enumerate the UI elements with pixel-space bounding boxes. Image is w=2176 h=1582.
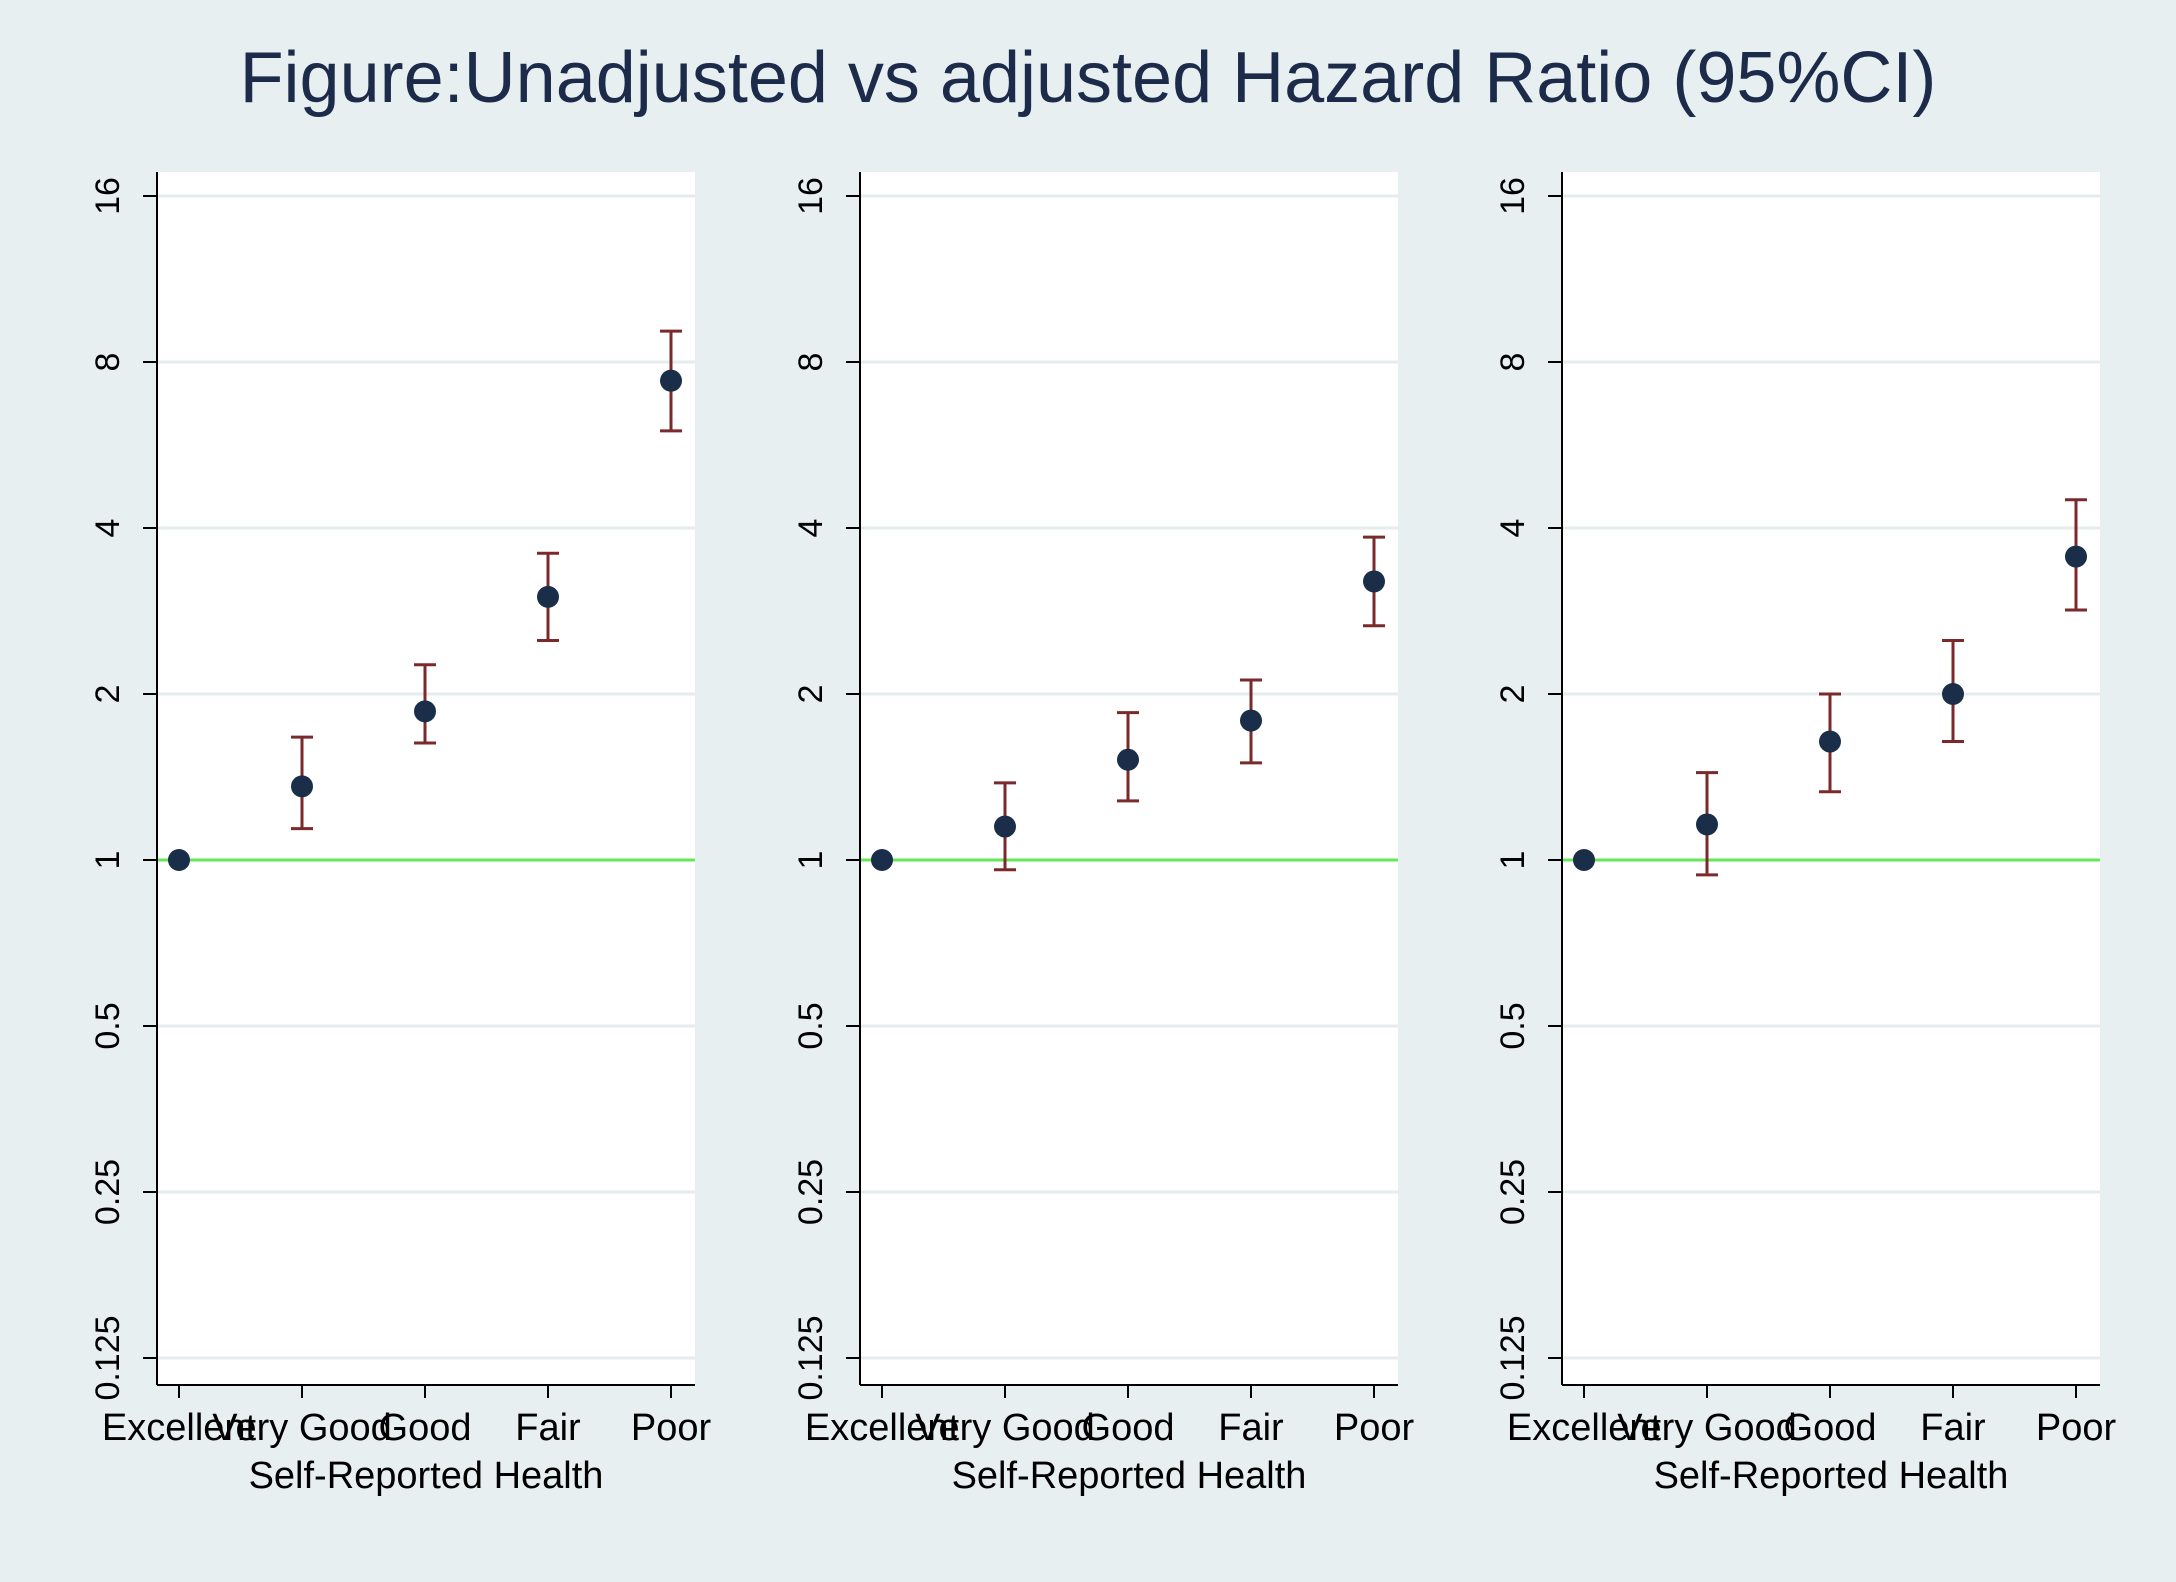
x-tick-label: Excellent: [805, 1407, 960, 1449]
x-tick-label: Very Good: [1617, 1407, 1797, 1449]
y-tick-label: 4: [792, 519, 830, 538]
x-tick-label: Good: [379, 1407, 472, 1449]
data-point: [414, 700, 436, 723]
data-point: [1942, 683, 1964, 705]
data-point: [168, 849, 190, 871]
y-tick-label: 8: [792, 353, 830, 372]
y-tick-label: 8: [89, 353, 127, 372]
x-tick-label: Poor: [2036, 1407, 2117, 1449]
x-axis-title: Self-Reported Health: [952, 1455, 1307, 1497]
y-tick-label: 2: [1494, 685, 1532, 704]
x-tick-label: Poor: [1334, 1407, 1415, 1449]
x-tick-label: Good: [1784, 1407, 1877, 1449]
data-point: [1117, 748, 1139, 771]
x-tick-label: Excellent: [1507, 1407, 1662, 1449]
data-point: [2065, 545, 2087, 568]
data-point: [1819, 730, 1841, 753]
y-tick-label: 2: [792, 685, 830, 704]
x-tick-label: Very Good: [212, 1407, 392, 1449]
x-tick-label: Poor: [631, 1407, 712, 1449]
y-tick-label: 16: [89, 177, 127, 215]
y-tick-label: 4: [1494, 519, 1532, 538]
y-tick-label: 0.5: [89, 1002, 127, 1049]
y-tick-label: 2: [89, 685, 127, 704]
y-tick-label: 8: [1494, 353, 1532, 372]
data-point: [1240, 709, 1262, 732]
data-point: [871, 849, 893, 871]
x-axis-title: Self-Reported Health: [249, 1455, 604, 1497]
y-tick-label: 1: [792, 851, 830, 870]
data-point: [660, 369, 682, 392]
data-point: [537, 585, 559, 608]
y-tick-label: 0.125: [1494, 1315, 1532, 1400]
x-tick-label: Very Good: [915, 1407, 1095, 1449]
y-tick-label: 0.25: [792, 1159, 830, 1225]
plot-area: [157, 172, 695, 1385]
data-point: [291, 775, 313, 798]
x-axis-title: Self-Reported Health: [1654, 1455, 2009, 1497]
data-point: [994, 815, 1016, 838]
y-tick-label: 0.5: [1494, 1002, 1532, 1049]
data-point: [1696, 813, 1718, 836]
y-tick-label: 0.25: [1494, 1159, 1532, 1225]
y-tick-label: 0.125: [792, 1315, 830, 1400]
x-tick-label: Fair: [1218, 1407, 1284, 1449]
x-tick-label: Good: [1082, 1407, 1175, 1449]
x-tick-label: Excellent: [102, 1407, 257, 1449]
y-tick-label: 0.125: [89, 1315, 127, 1400]
data-point: [1363, 570, 1385, 593]
figure-title: Figure:Unadjusted vs adjusted Hazard Rat…: [240, 38, 1937, 118]
x-tick-label: Fair: [1920, 1407, 1986, 1449]
data-point: [1573, 849, 1595, 871]
y-tick-label: 0.25: [89, 1159, 127, 1225]
y-tick-label: 0.5: [792, 1002, 830, 1049]
x-tick-label: Fair: [515, 1407, 581, 1449]
y-tick-label: 16: [792, 177, 830, 215]
y-tick-label: 16: [1494, 177, 1532, 215]
y-tick-label: 1: [89, 851, 127, 870]
y-tick-label: 1: [1494, 851, 1532, 870]
y-tick-label: 4: [89, 519, 127, 538]
